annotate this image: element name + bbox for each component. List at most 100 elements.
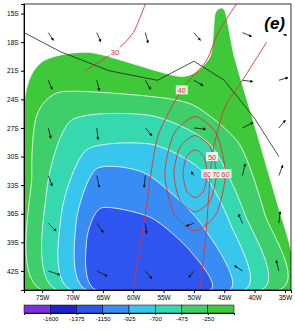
wind-vector xyxy=(48,33,53,41)
wind-vector xyxy=(97,33,101,42)
wind-vector xyxy=(97,80,100,90)
colorbar-box xyxy=(103,305,129,313)
y-tick: 15S xyxy=(7,10,24,17)
x-axis-line xyxy=(25,291,292,294)
y-tick-mark xyxy=(21,185,24,186)
contour-label-text: 80 xyxy=(203,170,211,179)
wind-vector xyxy=(242,164,245,176)
contour-label: 40 xyxy=(176,85,188,95)
wind-vector xyxy=(235,266,243,271)
wind-vector xyxy=(189,271,194,278)
y-tick-label: 27S xyxy=(7,125,19,132)
colorbar-tick-mark xyxy=(103,313,104,315)
y-tick-label: 21S xyxy=(7,67,19,74)
y-tick-label: 36S xyxy=(7,210,19,217)
wind-vector xyxy=(242,80,252,81)
wind-vector xyxy=(242,33,251,37)
contour-label-text: 30 xyxy=(111,48,119,57)
contour-label-text: 60 xyxy=(221,170,229,179)
wind-vector xyxy=(276,261,279,271)
colorbar-box xyxy=(129,305,155,313)
colorbar-box xyxy=(208,305,234,313)
wind-vector xyxy=(279,165,283,175)
y-tick-label: 39S xyxy=(7,239,19,246)
x-tick-label: 60W xyxy=(127,294,141,301)
x-tick-mark xyxy=(194,290,195,293)
contour-label-bg xyxy=(206,152,218,161)
wind-vector xyxy=(97,176,100,188)
x-tick-label: 40W xyxy=(248,294,262,301)
filled-contour xyxy=(26,91,288,290)
wind-vector xyxy=(194,33,201,41)
colorbar-axis-line xyxy=(25,314,235,316)
colorbar-tick: -1150 xyxy=(96,313,112,322)
y-tick-mark xyxy=(21,214,24,215)
colorbar-tick: -475 xyxy=(176,313,189,322)
wind-vector xyxy=(97,223,104,232)
x-tick: 75W xyxy=(36,290,50,301)
y-axis: 15S18S21S24S27S30S33S36S39S42S xyxy=(7,5,24,291)
contour-line xyxy=(85,4,146,71)
x-tick-label: 50W xyxy=(188,294,202,301)
y-tick-mark xyxy=(21,157,24,158)
colorbar-tick-mark xyxy=(155,313,156,315)
y-axis-line xyxy=(21,5,25,291)
contour-labels: 807060504030 xyxy=(109,47,231,179)
colorbar-tick-label: -700 xyxy=(150,316,163,322)
figure: 80706050403075W70W65W60W55W50W45W40W35W1… xyxy=(0,0,295,332)
y-tick: 39S xyxy=(7,239,24,246)
colorbar-tick-label: -1150 xyxy=(96,316,112,322)
x-tick: 60W xyxy=(127,290,141,301)
y-tick: 21S xyxy=(7,67,24,74)
colorbar-tick: -700 xyxy=(150,313,163,322)
colorbar-tick-label: -1600 xyxy=(43,316,59,322)
contour-label: 60 xyxy=(219,169,231,179)
colorbar-tick-mark xyxy=(77,313,78,315)
x-tick: 40W xyxy=(248,290,262,301)
x-tick-mark xyxy=(224,290,225,293)
x-tick-mark xyxy=(42,290,43,293)
wind-vector xyxy=(279,78,288,81)
y-tick-mark xyxy=(21,42,24,43)
y-tick: 33S xyxy=(7,182,24,189)
wind-vector xyxy=(194,128,206,129)
x-tick-label: 55W xyxy=(157,294,171,301)
title-bg xyxy=(257,12,287,34)
contour-label-bg xyxy=(176,85,188,94)
wind-vector xyxy=(145,33,148,43)
wind-vector xyxy=(279,120,286,128)
x-tick-mark xyxy=(133,290,134,293)
colorbar-tick-label: -475 xyxy=(176,316,189,322)
contour-label-text: 70 xyxy=(212,170,220,179)
filled-contour xyxy=(58,143,251,290)
contour-line xyxy=(165,116,226,230)
y-tick-label: 33S xyxy=(7,182,19,189)
colorbar-tick: -925 xyxy=(123,313,136,322)
y-tick-label: 18S xyxy=(7,39,19,46)
contour-label-bg xyxy=(219,169,231,178)
x-tick: 65W xyxy=(97,290,111,301)
x-tick: 45W xyxy=(218,290,232,301)
y-tick-label: 15S xyxy=(7,10,19,17)
x-tick-mark xyxy=(73,290,74,293)
contour-label: 30 xyxy=(109,47,121,57)
x-tick: 70W xyxy=(66,290,80,301)
y-tick-label: 30S xyxy=(7,153,19,160)
colorbar-tick-label: -1375 xyxy=(69,316,85,322)
colorbar-tick: -1600 xyxy=(43,313,59,322)
filled-contour xyxy=(86,207,213,290)
wind-vector xyxy=(191,172,194,176)
colorbar-tick-mark xyxy=(182,313,183,315)
x-tick: 35W xyxy=(279,290,293,301)
y-tick: 42S xyxy=(7,268,24,275)
wind-vector xyxy=(97,128,98,140)
x-tick-label: 35W xyxy=(279,294,293,301)
filled-contour xyxy=(74,166,233,290)
colorbar-tick-label: -925 xyxy=(123,316,136,322)
colorbar-box xyxy=(50,305,76,313)
x-tick-mark xyxy=(164,290,165,293)
y-tick-mark xyxy=(21,128,24,129)
wind-vector xyxy=(48,128,51,138)
contour-line xyxy=(133,4,236,290)
wind-vector xyxy=(242,123,252,128)
